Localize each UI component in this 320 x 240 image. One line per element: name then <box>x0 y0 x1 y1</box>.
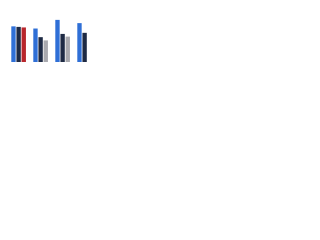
bar <box>16 26 21 62</box>
bar <box>65 36 70 62</box>
bar <box>82 32 87 62</box>
bar <box>38 37 43 62</box>
bar <box>33 28 38 62</box>
chart <box>11 19 87 63</box>
bar <box>77 23 82 62</box>
bar <box>43 40 48 62</box>
bar <box>55 19 60 63</box>
bar <box>21 27 26 62</box>
bar <box>11 26 16 62</box>
page: {"chart_data": {"type": "bar", "categori… <box>0 0 100 71</box>
bar <box>60 33 65 62</box>
